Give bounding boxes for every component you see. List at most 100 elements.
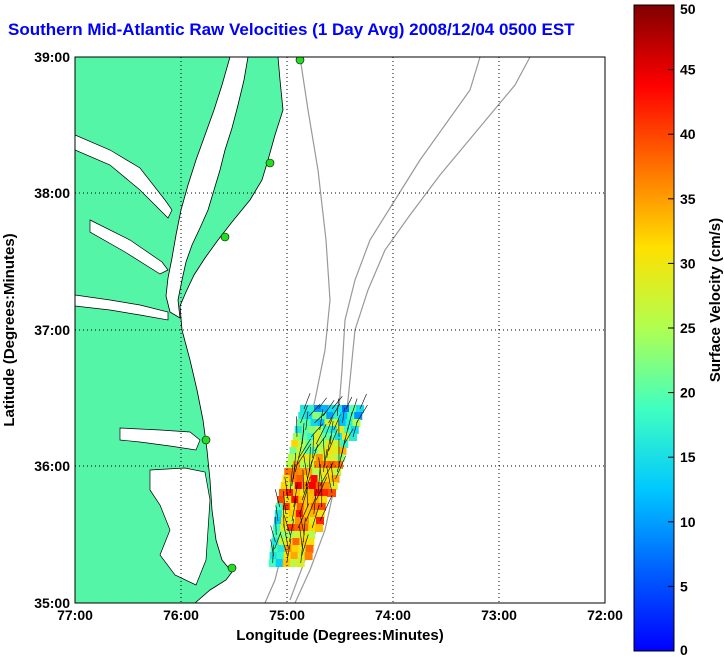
velocity-vector — [359, 393, 367, 410]
colorbar-tick-label: 0 — [680, 642, 688, 658]
velocity-cell — [289, 447, 298, 455]
velocity-cell — [317, 447, 326, 455]
velocity-cell — [288, 510, 297, 518]
velocity-vector — [284, 476, 289, 501]
velocity-vector — [296, 443, 312, 466]
velocity-vector — [274, 489, 281, 508]
velocity-cell — [309, 517, 317, 525]
velocity-cell — [279, 531, 288, 539]
velocity-vector — [333, 414, 341, 431]
velocity-cell — [291, 545, 300, 553]
velocity-cell — [294, 426, 303, 434]
velocity-vector — [342, 407, 345, 424]
velocity-vector — [352, 420, 358, 438]
velocity-cell — [354, 412, 363, 420]
colorbar-tick-label: 5 — [680, 578, 688, 594]
x-tick-label: 74:00 — [375, 607, 411, 623]
velocity-vector — [300, 405, 308, 424]
velocity-vector — [305, 497, 317, 522]
velocity-vector — [330, 463, 335, 487]
velocity-vector — [299, 526, 303, 550]
chesapeake-bay — [165, 57, 249, 319]
velocity-cell — [301, 524, 310, 532]
velocity-cell — [319, 440, 328, 448]
velocity-cell — [291, 440, 300, 448]
colorbar-tick-label: 25 — [680, 320, 696, 336]
colorbar — [633, 4, 675, 652]
velocity-vector — [314, 411, 327, 424]
velocity-vector — [310, 443, 319, 466]
velocity-vector — [303, 517, 306, 543]
velocity-vector — [317, 397, 327, 410]
albemarle-sound — [119, 427, 201, 451]
velocity-cell — [293, 489, 301, 497]
velocity-cell — [277, 496, 286, 504]
plot-frame — [74, 56, 606, 604]
velocity-cell — [281, 517, 289, 525]
colorbar-tick-label: 35 — [680, 191, 696, 207]
velocity-vector — [343, 428, 354, 445]
colorbar-tick-label: 30 — [680, 255, 696, 271]
y-tick-label: 35:00 — [34, 595, 70, 611]
velocity-cell — [308, 482, 317, 490]
colorbar-tick-label: 20 — [680, 385, 696, 401]
velocity-cell — [316, 510, 325, 518]
velocity-cell — [279, 489, 287, 497]
velocity-vector — [335, 455, 346, 480]
velocity-cell — [296, 475, 305, 483]
velocity-vector — [326, 435, 331, 459]
velocity-vector — [312, 435, 314, 459]
colorbar-tick-label: 15 — [680, 449, 696, 465]
velocity-cell — [273, 524, 282, 532]
velocity-vector — [297, 503, 310, 529]
velocity-cell — [289, 559, 298, 567]
velocity-vector — [323, 400, 335, 417]
velocity-cell — [282, 475, 291, 483]
velocity-cell — [307, 531, 316, 539]
velocity-vector — [324, 418, 333, 438]
velocity-cell — [321, 405, 329, 413]
velocity-cell — [287, 524, 296, 532]
velocity-cell — [286, 461, 294, 469]
velocity-vector — [298, 438, 311, 459]
velocity-cell — [315, 454, 324, 462]
velocity-field — [268, 393, 368, 567]
velocity-cell — [303, 447, 312, 455]
velocity-cell — [291, 496, 300, 504]
velocity-cell — [335, 405, 343, 413]
velocity-cell — [317, 419, 326, 427]
velocity-cell — [298, 412, 307, 420]
rappahannock-river — [89, 219, 169, 275]
radar-station-marker — [227, 563, 237, 573]
velocity-vector — [291, 499, 297, 522]
velocity-cell — [278, 538, 287, 546]
velocity-vector — [311, 505, 320, 529]
velocity-cell — [310, 475, 319, 483]
velocity-cell — [292, 538, 301, 546]
velocity-vector — [300, 540, 304, 564]
velocity-cell — [326, 412, 335, 420]
velocity-cell — [301, 454, 310, 462]
velocity-cell — [307, 489, 315, 497]
velocity-cell — [305, 496, 314, 504]
velocity-cell — [331, 419, 340, 427]
velocity-cell — [322, 482, 331, 490]
velocity-cell — [312, 468, 321, 476]
velocity-vector — [275, 505, 279, 522]
velocity-cell — [336, 426, 345, 434]
velocity-vector — [322, 438, 326, 466]
x-tick-label: 73:00 — [481, 607, 517, 623]
velocity-vector — [270, 525, 276, 543]
velocity-vector — [303, 455, 308, 480]
velocity-cell — [276, 552, 285, 560]
x-axis-label: Longitude (Degrees:Minutes) — [236, 627, 444, 644]
velocity-cell — [308, 426, 317, 434]
velocity-vector — [302, 469, 305, 494]
potomac-river — [75, 134, 173, 219]
velocity-cell — [298, 468, 307, 476]
colorbar-label: Surface Velocity (cm/s) — [707, 218, 724, 382]
velocity-cell — [303, 419, 312, 427]
bathymetry-contour-deep — [294, 57, 531, 603]
x-tick-label: 77:00 — [57, 607, 93, 623]
